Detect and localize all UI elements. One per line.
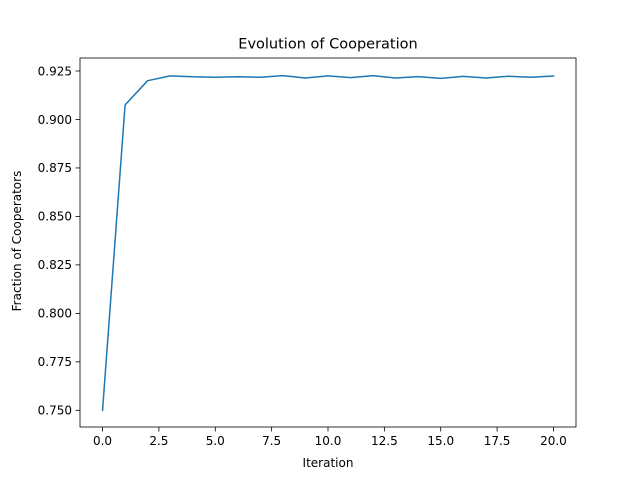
x-tick-label: 20.0 bbox=[540, 434, 567, 448]
y-tick-label: 0.775 bbox=[38, 355, 72, 369]
x-tick-label: 5.0 bbox=[206, 434, 225, 448]
x-tick-label: 17.5 bbox=[484, 434, 511, 448]
y-tick-label: 0.800 bbox=[38, 307, 72, 321]
x-tick-label: 7.5 bbox=[262, 434, 281, 448]
y-tick-label: 0.850 bbox=[38, 210, 72, 224]
x-tick-label: 10.0 bbox=[315, 434, 342, 448]
y-axis-label: Fraction of Cooperators bbox=[10, 171, 24, 312]
x-tick-label: 12.5 bbox=[371, 434, 398, 448]
x-tick-label: 15.0 bbox=[427, 434, 454, 448]
plot-area: 0.0 2.5 5.0 7.5 10.0 12.5 15.0 17.5 20.0 0.750 0.7… bbox=[38, 57, 577, 448]
y-tick-label: 0.925 bbox=[38, 64, 72, 78]
y-tick-label: 0.900 bbox=[38, 113, 72, 127]
series-line-0 bbox=[101, 74, 555, 412]
y-tick-label: 0.750 bbox=[38, 404, 72, 418]
chart-title: Evolution of Cooperation bbox=[238, 37, 417, 53]
y-tick-label: 0.875 bbox=[38, 161, 72, 175]
x-tick-label: 2.5 bbox=[149, 434, 168, 448]
axes-frame bbox=[79, 57, 577, 428]
x-axis-label: Iteration bbox=[303, 456, 354, 470]
y-tick-label: 0.825 bbox=[38, 258, 72, 272]
x-tick-label: 0.0 bbox=[93, 434, 112, 448]
